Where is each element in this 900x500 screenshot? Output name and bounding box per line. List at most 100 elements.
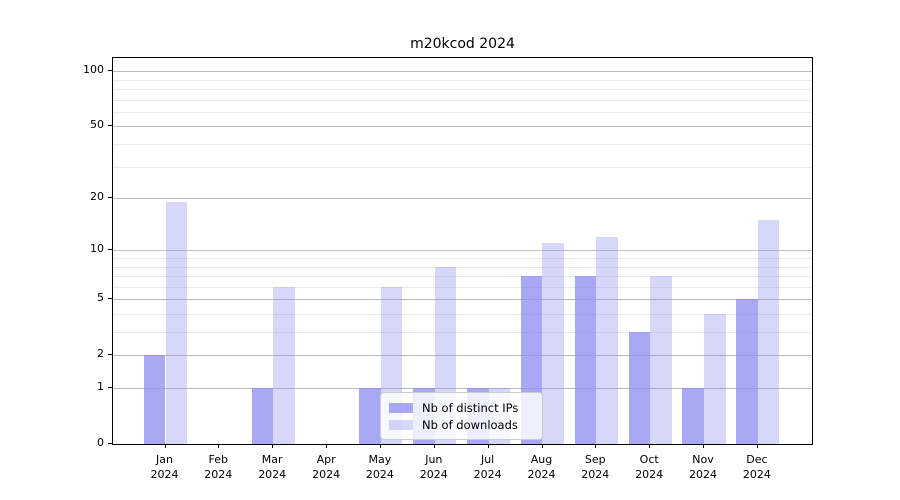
plot-area xyxy=(112,57,813,445)
x-tick-mar xyxy=(272,444,274,448)
gridline-minor-90 xyxy=(113,79,812,81)
x-tick-apr xyxy=(326,444,328,448)
bar-ips-nov xyxy=(682,388,704,444)
y-tick-label-50: 50 xyxy=(90,118,104,132)
y-tick-0 xyxy=(108,443,112,444)
bar-downloads-sep xyxy=(596,236,618,444)
y-tick-50 xyxy=(108,125,112,127)
bar-downloads-aug xyxy=(542,243,564,444)
gridline-minor-60 xyxy=(113,112,812,113)
x-tick-month-jun: Jun xyxy=(425,453,443,466)
gridline-major-1 xyxy=(113,388,812,389)
y-tick-5 xyxy=(108,298,112,300)
x-tick-oct xyxy=(649,444,651,448)
bar-ips-dec xyxy=(736,299,758,444)
y-tick-label-0: 0 xyxy=(97,436,104,449)
x-tick-month-aug: Aug xyxy=(530,453,553,466)
x-tick-month-sep: Sep xyxy=(584,453,606,466)
legend-label-distinct-ips: Nb of distinct IPs xyxy=(422,400,519,415)
x-tick-label-aug: Aug 2024 xyxy=(512,452,572,482)
x-tick-may xyxy=(379,444,381,448)
x-tick-dec xyxy=(756,444,758,448)
y-tick-2 xyxy=(108,354,112,356)
gridline-major-2 xyxy=(113,355,812,357)
y-tick-label-10: 10 xyxy=(90,242,104,256)
chart-title: m20kcod 2024 xyxy=(410,36,515,52)
gridline-minor-30 xyxy=(113,166,812,168)
x-tick-label-feb: Feb 2024 xyxy=(188,452,248,482)
x-tick-label-jan: Jan 2024 xyxy=(135,452,195,482)
x-tick-jul xyxy=(487,444,489,448)
gridline-major-50 xyxy=(113,126,812,128)
x-tick-year-aug: 2024 xyxy=(527,468,556,481)
x-tick-jun xyxy=(433,444,435,448)
x-tick-aug xyxy=(541,444,543,448)
x-tick-label-may: May 2024 xyxy=(350,452,410,482)
x-tick-label-jul: Jul 2024 xyxy=(458,452,518,482)
x-tick-year-may: 2024 xyxy=(365,468,394,481)
x-tick-month-oct: Oct xyxy=(639,453,659,466)
y-tick-label-1: 1 xyxy=(97,380,104,393)
y-tick-label-20: 20 xyxy=(90,190,104,204)
bar-ips-sep xyxy=(574,276,597,444)
legend-item-downloads: Nb of downloads xyxy=(389,416,534,433)
y-tick-1 xyxy=(108,387,112,388)
x-tick-label-sep: Sep 2024 xyxy=(565,452,625,482)
x-tick-label-oct: Oct 2024 xyxy=(619,452,679,482)
x-tick-month-jul: Jul xyxy=(480,453,495,466)
bar-downloads-jan xyxy=(165,202,188,444)
y-tick-20 xyxy=(108,197,112,199)
x-tick-month-apr: Apr xyxy=(316,453,336,466)
gridline-major-10 xyxy=(113,250,812,252)
gridline-minor-8 xyxy=(113,266,812,268)
bar-downloads-oct xyxy=(650,276,672,444)
x-tick-year-jan: 2024 xyxy=(150,468,179,481)
bar-downloads-mar xyxy=(273,286,295,444)
x-tick-sep xyxy=(595,444,597,448)
legend-swatch-distinct-ips xyxy=(389,402,413,413)
gridline-major-20 xyxy=(113,198,812,200)
x-tick-month-dec: Dec xyxy=(746,453,768,466)
x-tick-year-nov: 2024 xyxy=(689,468,717,481)
x-tick-year-jul: 2024 xyxy=(473,468,502,481)
x-tick-label-apr: Apr 2024 xyxy=(296,452,356,482)
x-tick-month-may: May xyxy=(368,453,392,466)
y-tick-label-100: 100 xyxy=(83,63,104,77)
bar-ips-oct xyxy=(628,332,651,444)
y-tick-10 xyxy=(108,249,112,251)
x-tick-year-mar: 2024 xyxy=(258,468,287,481)
x-tick-year-oct: 2024 xyxy=(635,468,664,481)
x-tick-month-feb: Feb xyxy=(208,453,229,466)
x-tick-label-jun: Jun 2024 xyxy=(404,452,464,482)
gridline-minor-7 xyxy=(113,276,812,277)
x-tick-year-sep: 2024 xyxy=(581,468,610,481)
bar-ips-jan xyxy=(143,355,166,444)
x-tick-label-mar: Mar 2024 xyxy=(242,452,302,482)
legend: Nb of distinct IPs Nb of downloads xyxy=(380,392,543,440)
x-tick-month-jan: Jan xyxy=(156,453,173,466)
legend-label-downloads: Nb of downloads xyxy=(422,417,518,432)
x-tick-month-nov: Nov xyxy=(692,453,714,466)
x-tick-year-dec: 2024 xyxy=(742,468,771,481)
y-tick-100 xyxy=(108,70,112,72)
x-tick-year-jun: 2024 xyxy=(419,468,448,481)
x-tick-label-nov: Nov 2024 xyxy=(673,452,733,482)
x-tick-year-apr: 2024 xyxy=(312,468,341,481)
y-tick-label-2: 2 xyxy=(97,347,104,361)
gridline-minor-40 xyxy=(113,144,812,146)
gridline-minor-3 xyxy=(113,332,812,333)
gridline-minor-9 xyxy=(113,258,812,259)
bar-downloads-dec xyxy=(757,220,780,444)
gridline-minor-6 xyxy=(113,286,812,288)
gridline-minor-4 xyxy=(113,314,812,315)
x-tick-nov xyxy=(703,444,704,448)
bar-ips-mar xyxy=(251,388,274,444)
gridline-minor-70 xyxy=(113,99,812,101)
gridline-minor-80 xyxy=(113,89,812,91)
y-tick-label-5: 5 xyxy=(97,291,104,305)
bar-downloads-nov xyxy=(704,314,726,444)
x-tick-month-mar: Mar xyxy=(261,453,283,466)
x-tick-jan xyxy=(164,444,166,448)
gridline-major-100 xyxy=(113,71,812,73)
